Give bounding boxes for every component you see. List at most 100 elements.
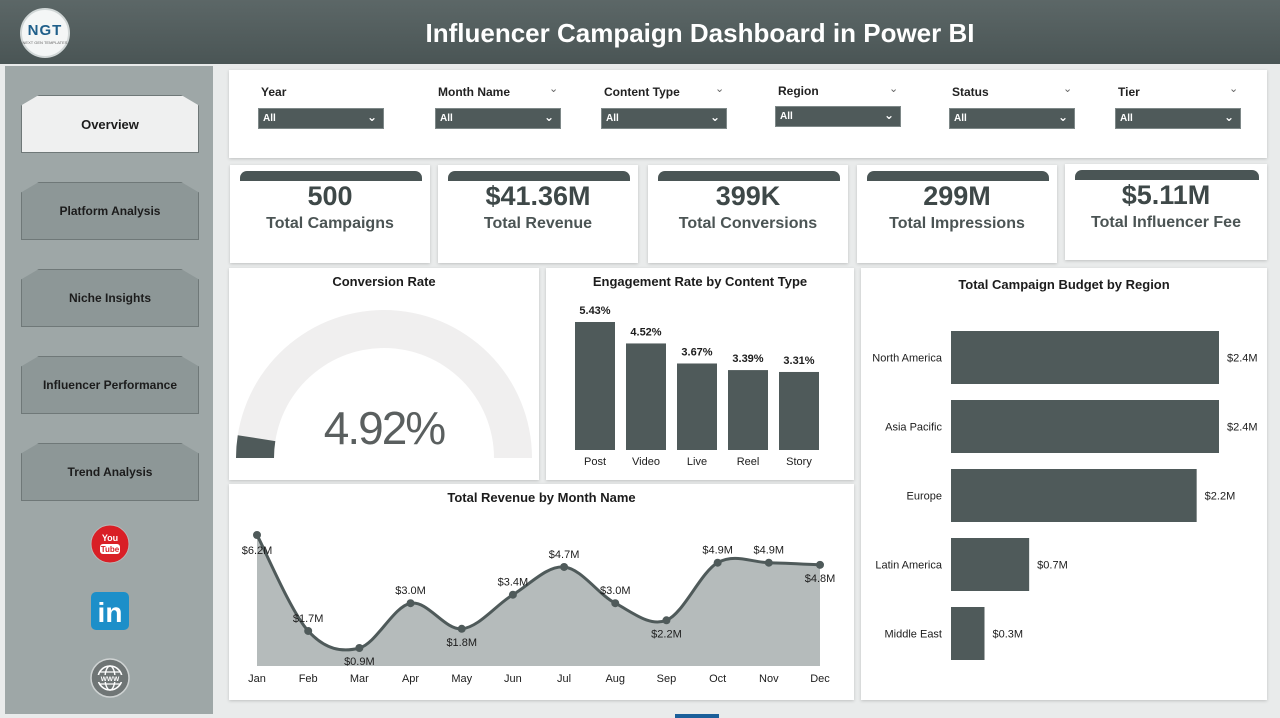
bar-data-label: $0.7M: [1037, 560, 1068, 572]
revenue-point: [355, 644, 364, 652]
svg-text:WWW: WWW: [101, 676, 120, 683]
revenue-by-month-panel: Total Revenue by Month Name $6.2M Jan $1.7…: [229, 484, 854, 700]
company-logo[interactable]: NGT NEXT GEN TEMPLATES: [20, 8, 70, 58]
revenue-point: [764, 558, 773, 567]
region-bar: [951, 607, 985, 660]
dropdown-value: All: [1120, 113, 1133, 124]
nav-button-influencer-performance[interactable]: Influencer Performance: [21, 356, 199, 414]
filter-label: Content Type: [604, 85, 680, 99]
content-type-dropdown[interactable]: All ⌄: [601, 108, 727, 129]
region-bar: [951, 538, 1030, 591]
gauge-value: 4.92%: [323, 402, 446, 454]
bar-data-label: $0.3M: [993, 629, 1024, 641]
kpi-label: Total Influencer Fee: [1091, 214, 1241, 231]
x-tick-label: Post: [584, 456, 606, 468]
bar-data-label: 3.67%: [681, 346, 712, 358]
chevron-down-icon[interactable]: ⌄: [1063, 83, 1073, 95]
point-data-label: $4.9M: [754, 545, 785, 557]
x-tick-label: Story: [786, 456, 812, 468]
x-tick-label: Apr: [402, 673, 419, 685]
nav-button-platform-analysis[interactable]: Platform Analysis: [21, 182, 199, 240]
chevron-down-icon[interactable]: ⌄: [715, 83, 725, 95]
header-bar: NGT NEXT GEN TEMPLATES Influencer Campai…: [0, 0, 1280, 64]
status-dropdown[interactable]: All ⌄: [949, 108, 1075, 129]
bar-data-label: 3.39%: [732, 353, 763, 365]
kpi-label: Total Conversions: [678, 215, 818, 232]
chevron-down-icon: ⌄: [1223, 110, 1234, 124]
linkedin-icon-text: in: [98, 597, 123, 628]
campaign-budget-region-panel: Total Campaign Budget by Region North Am…: [861, 268, 1267, 700]
kpi-value: 399K: [715, 181, 781, 211]
filter-label: Month Name: [438, 85, 510, 99]
point-data-label: $1.7M: [293, 613, 324, 625]
youtube-icon[interactable]: You Tube: [90, 524, 130, 564]
x-tick-label: Jul: [557, 673, 571, 685]
kpi-label: Total Impressions: [889, 215, 1025, 232]
chart-title: Conversion Rate: [332, 274, 436, 289]
x-tick-label: Jan: [248, 673, 266, 685]
y-tick-label: Middle East: [885, 629, 942, 641]
region-dropdown[interactable]: All ⌄: [775, 106, 901, 127]
chart-title: Total Campaign Budget by Region: [958, 277, 1170, 292]
logo-subtext: NEXT GEN TEMPLATES: [22, 39, 68, 45]
revenue-point: [611, 599, 620, 608]
chevron-down-icon: ⌄: [883, 108, 894, 122]
linkedin-icon[interactable]: in: [90, 591, 130, 631]
dashboard-title: Influencer Campaign Dashboard in Power B…: [425, 18, 975, 48]
dropdown-value: All: [606, 113, 619, 124]
kpi-value: $5.11M: [1121, 180, 1211, 210]
point-data-label: $2.2M: [651, 628, 682, 640]
nav-button-overview[interactable]: Overview: [21, 95, 199, 153]
engagement-bar: [677, 363, 717, 450]
revenue-area-fill: [257, 535, 820, 666]
dropdown-value: All: [440, 113, 453, 124]
bar-data-label: $2.4M: [1227, 422, 1258, 434]
dropdown-value: All: [954, 113, 967, 124]
chevron-down-icon[interactable]: ⌄: [549, 83, 559, 95]
region-bar-chart[interactable]: North America $2.4M Asia Pacific $2.4M Europ…: [861, 268, 1267, 700]
nav-button-label: Trend Analysis: [67, 465, 153, 479]
page-indicator[interactable]: [675, 714, 719, 718]
revenue-area-chart[interactable]: $6.2M Jan $1.7M Feb $0.9M Mar $3.0M Apr $1.8M May…: [229, 484, 854, 700]
kpi-header-bar: [867, 171, 1049, 181]
filter-label: Status: [952, 85, 989, 99]
y-tick-label: Asia Pacific: [885, 422, 942, 434]
kpi-header-bar: [1075, 170, 1259, 180]
x-tick-label: Oct: [709, 673, 726, 685]
kpi-card-total-conversions: 399K Total Conversions: [648, 165, 848, 263]
y-tick-label: North America: [872, 353, 943, 365]
engagement-bar-chart[interactable]: 5.43% Post 4.52% Video 3.67% Live 3.39% Reel 3.3…: [546, 268, 854, 480]
x-tick-label: Feb: [299, 673, 318, 685]
tier-dropdown[interactable]: All ⌄: [1115, 108, 1241, 129]
revenue-point: [560, 562, 569, 571]
revenue-point: [304, 626, 313, 635]
region-bar: [951, 469, 1197, 522]
chart-title: Engagement Rate by Content Type: [592, 274, 808, 289]
chevron-down-icon: ⌄: [709, 110, 720, 124]
revenue-point: [253, 531, 261, 539]
filter-label: Tier: [1118, 85, 1140, 99]
region-bar: [951, 400, 1219, 453]
gauge-chart[interactable]: [229, 268, 539, 480]
bar-data-label: 3.31%: [783, 355, 814, 367]
globe-icon[interactable]: WWW: [90, 658, 130, 698]
chevron-down-icon[interactable]: ⌄: [1229, 83, 1239, 95]
kpi-card-total-impressions: 299M Total Impressions: [857, 165, 1057, 263]
kpi-card-total-campaigns: 500 Total Campaigns: [230, 165, 430, 263]
engagement-bar: [626, 343, 666, 450]
nav-button-trend-analysis[interactable]: Trend Analysis: [21, 443, 199, 501]
revenue-point: [406, 599, 415, 608]
nav-button-label: Niche Insights: [68, 291, 151, 305]
chevron-down-icon[interactable]: ⌄: [889, 83, 899, 95]
chevron-down-icon: ⌄: [543, 110, 554, 124]
kpi-label: Total Revenue: [483, 215, 593, 232]
kpi-header-bar: [240, 171, 422, 181]
point-data-label: $4.8M: [805, 573, 836, 585]
kpi-value: 299M: [923, 181, 991, 211]
dropdown-value: All: [263, 113, 276, 124]
engagement-bar: [728, 370, 768, 450]
month-name-dropdown[interactable]: All ⌄: [435, 108, 561, 129]
kpi-card-total-influencer-fee: $5.11M Total Influencer Fee: [1065, 164, 1267, 260]
nav-button-niche-insights[interactable]: Niche Insights: [21, 269, 199, 327]
year-dropdown[interactable]: All ⌄: [258, 108, 384, 129]
